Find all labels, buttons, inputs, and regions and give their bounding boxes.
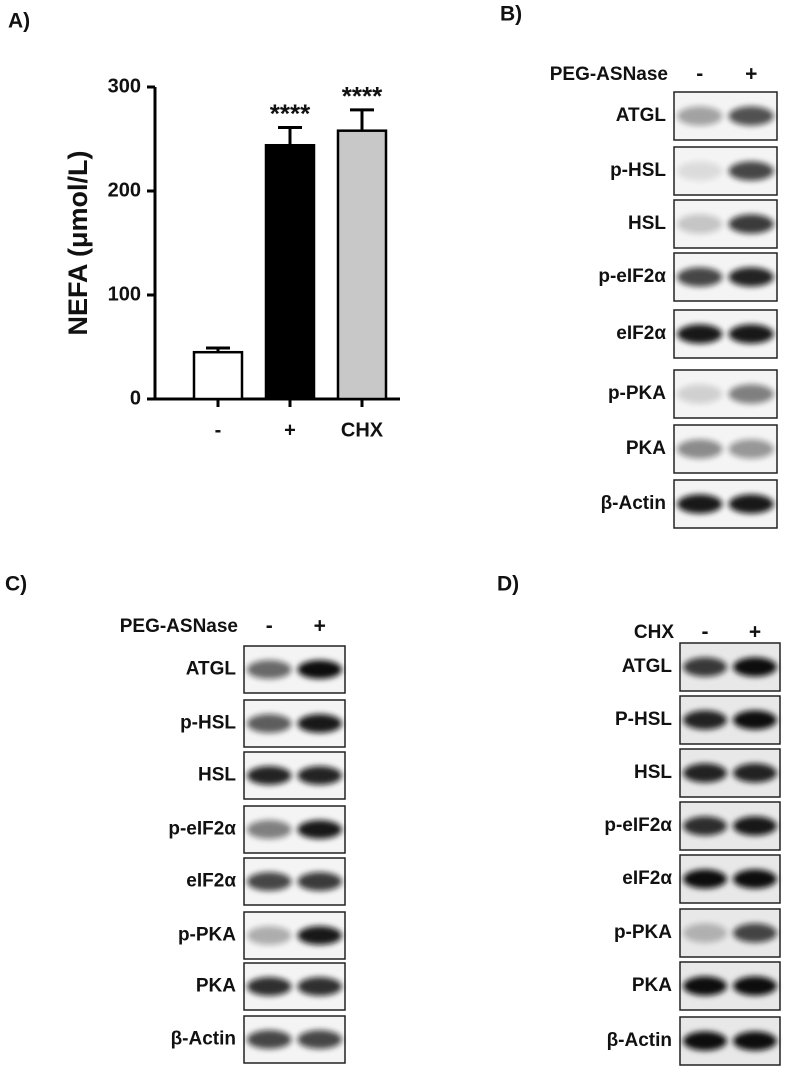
blot-label: ATGL	[186, 659, 237, 680]
band	[247, 820, 292, 839]
band	[677, 214, 723, 234]
x-tick-label: +	[284, 419, 296, 441]
significance: ****	[342, 81, 383, 111]
band	[683, 710, 727, 730]
band	[247, 766, 292, 785]
blot-label: PKA	[196, 976, 236, 997]
x-tick-label: CHX	[341, 419, 384, 441]
band	[683, 869, 727, 889]
band	[247, 977, 292, 996]
lane-label: -	[266, 615, 273, 638]
band	[247, 1030, 292, 1049]
panel-label: A)	[8, 10, 30, 33]
band	[728, 439, 774, 459]
blot-label: p-eIF2α	[168, 819, 236, 840]
band	[683, 763, 727, 783]
band	[728, 161, 774, 181]
band	[247, 926, 292, 945]
blot-label: ATGL	[616, 105, 667, 126]
blot-label: PKA	[632, 975, 672, 996]
treatment-label: PEG-ASNase	[120, 616, 238, 637]
lane-label: -	[696, 63, 703, 86]
band	[728, 384, 774, 404]
blot-label: β-Actin	[171, 1029, 236, 1050]
blot-label: PKA	[626, 438, 666, 459]
band	[677, 384, 723, 404]
blot-label: HSL	[634, 762, 672, 783]
significance: ****	[270, 98, 311, 128]
y-axis-label: NEFA (μmol/L)	[63, 150, 93, 335]
band	[297, 660, 342, 679]
blot-label: p-eIF2α	[604, 815, 672, 836]
band	[728, 324, 774, 344]
band	[733, 816, 777, 836]
blot-label: p-PKA	[608, 383, 666, 404]
y-tick-label: 200	[108, 179, 141, 201]
band	[297, 1030, 342, 1049]
band	[733, 657, 777, 677]
band	[677, 267, 723, 287]
band	[247, 714, 292, 733]
blot-label: p-PKA	[178, 925, 236, 946]
band	[733, 1031, 777, 1051]
blot-label: p-eIF2α	[598, 266, 666, 287]
band	[677, 324, 723, 344]
band	[677, 161, 723, 181]
lane-label: -	[702, 621, 709, 644]
panel-label: C)	[5, 573, 27, 596]
band	[297, 872, 342, 891]
band	[733, 923, 777, 943]
band	[728, 267, 774, 287]
blot-label: p-PKA	[614, 922, 672, 943]
y-tick-label: 0	[130, 387, 141, 409]
band	[683, 976, 727, 996]
blot-label: eIF2α	[622, 868, 672, 889]
band	[683, 816, 727, 836]
blot-label: β-Actin	[607, 1030, 672, 1051]
treatment-label: CHX	[634, 622, 674, 643]
panel-label: D)	[497, 573, 519, 596]
band	[728, 106, 774, 126]
band	[728, 494, 774, 514]
band	[297, 714, 342, 733]
band	[733, 869, 777, 889]
band	[297, 820, 342, 839]
band	[733, 710, 777, 730]
bar	[192, 350, 244, 401]
band	[683, 1031, 727, 1051]
bar	[264, 143, 316, 401]
band	[677, 106, 723, 126]
band	[733, 976, 777, 996]
panel-label: B)	[500, 3, 522, 26]
blot-label: eIF2α	[186, 871, 236, 892]
lane-label: +	[314, 615, 326, 638]
band	[297, 766, 342, 785]
blot-label: ATGL	[622, 656, 673, 677]
band	[297, 977, 342, 996]
lane-label: +	[749, 621, 761, 644]
y-tick-label: 300	[108, 75, 141, 97]
x-tick-label: -	[215, 419, 222, 441]
band	[683, 657, 727, 677]
band	[683, 923, 727, 943]
blot-label: P-HSL	[615, 709, 672, 730]
band	[677, 439, 723, 459]
band	[247, 872, 292, 891]
band	[247, 660, 292, 679]
band	[733, 763, 777, 783]
bar	[336, 129, 388, 401]
band	[677, 494, 723, 514]
blot-label: eIF2α	[616, 323, 666, 344]
y-tick-label: 100	[108, 283, 141, 305]
blot-label: HSL	[198, 765, 236, 786]
blot-label: β-Actin	[601, 493, 666, 514]
band	[728, 214, 774, 234]
treatment-label: PEG-ASNase	[550, 64, 668, 85]
blot-label: p-HSL	[180, 713, 236, 734]
blot-label: p-HSL	[610, 160, 666, 181]
lane-label: +	[745, 63, 757, 86]
blot-label: HSL	[628, 213, 666, 234]
band	[297, 926, 342, 945]
